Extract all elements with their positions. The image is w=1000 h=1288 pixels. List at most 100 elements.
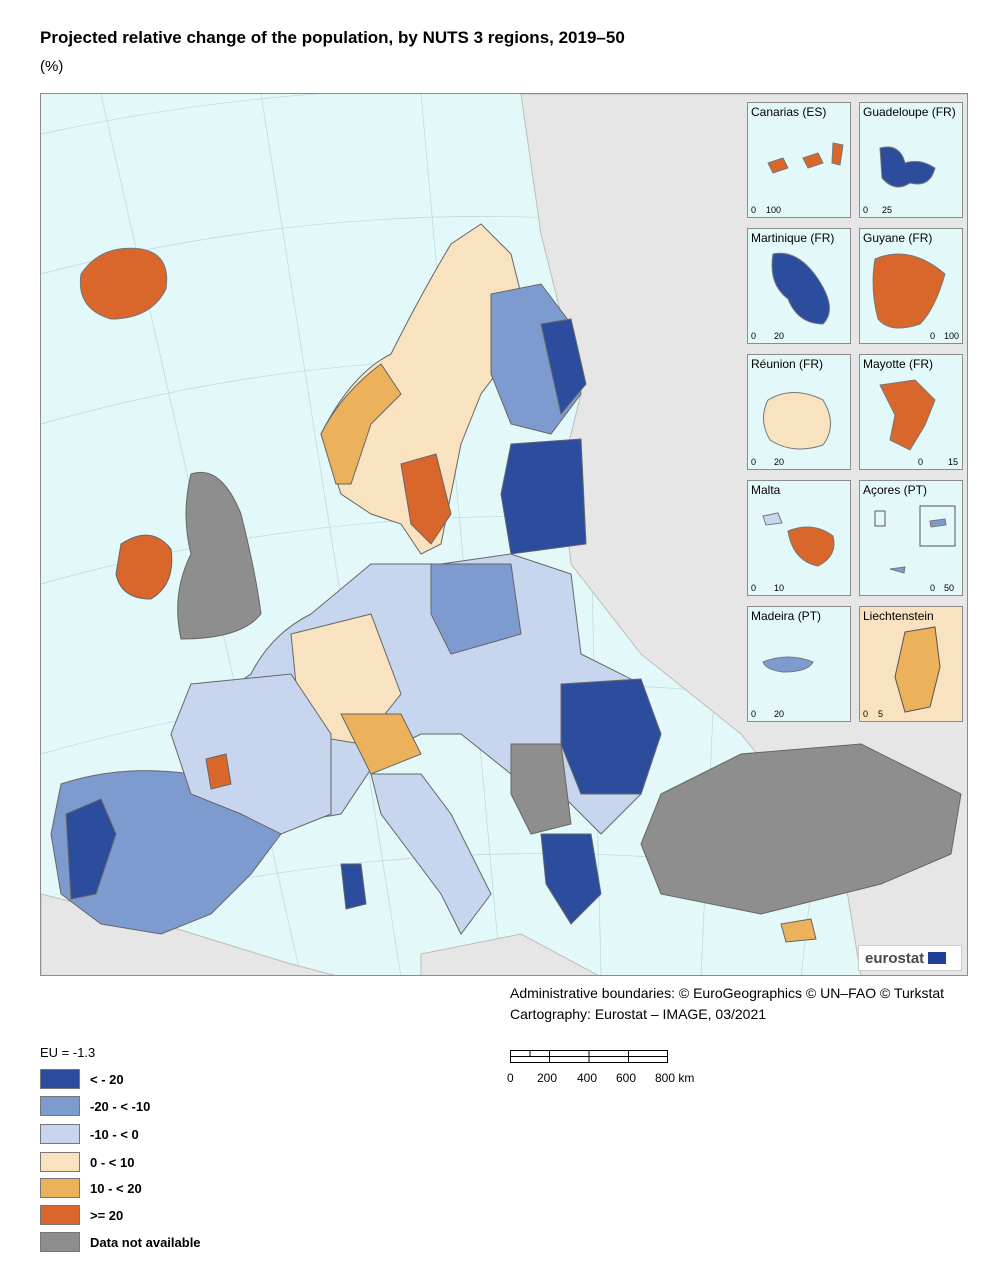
inset-label: Mayotte (FR) bbox=[863, 357, 934, 371]
poland bbox=[430, 563, 522, 655]
legend-label: 0 - < 10 bbox=[90, 1154, 135, 1170]
legend-swatch bbox=[40, 1152, 80, 1172]
scale-label: 15 bbox=[948, 457, 959, 467]
scale-label: 100 bbox=[766, 205, 782, 215]
malta-map bbox=[762, 512, 835, 567]
norway-west bbox=[320, 363, 402, 485]
credit-cartography: Cartography: Eurostat – IMAGE, 03/2021 bbox=[510, 1006, 767, 1022]
legend-label: >= 20 bbox=[90, 1207, 124, 1223]
reunion-map bbox=[763, 392, 831, 450]
inset-acores: Açores (PT) 0 50 bbox=[859, 480, 963, 596]
legend-item: < - 20 bbox=[40, 1069, 124, 1089]
scale-label: 0 bbox=[930, 331, 936, 341]
inset-reunion: Réunion (FR) 0 20 bbox=[747, 354, 851, 470]
inset-martinique: Martinique (FR) 0 20 bbox=[747, 228, 851, 344]
western-balkans bbox=[510, 743, 572, 835]
sardinia bbox=[340, 863, 367, 910]
ireland bbox=[115, 534, 173, 600]
scale-label: 0 bbox=[751, 331, 757, 341]
martinique-map bbox=[771, 252, 830, 325]
legend-swatch bbox=[40, 1205, 80, 1225]
legend-label: -20 - < -10 bbox=[90, 1098, 151, 1114]
guyane-map bbox=[872, 253, 946, 329]
legend-item: -10 - < 0 bbox=[40, 1124, 139, 1144]
scale-label: 0 bbox=[751, 205, 757, 215]
portugal bbox=[65, 798, 117, 900]
legend-swatch bbox=[40, 1124, 80, 1144]
inset-label: Canarias (ES) bbox=[751, 105, 827, 119]
eu-flag-icon bbox=[928, 952, 947, 964]
legend-item: 0 - < 10 bbox=[40, 1152, 134, 1172]
inset-guyane: Guyane (FR) 0 100 bbox=[859, 228, 963, 344]
united-kingdom bbox=[177, 472, 262, 640]
legend-title: EU = -1.3 bbox=[40, 1045, 96, 1060]
legend-item: >= 20 bbox=[40, 1205, 123, 1225]
romania-bulgaria bbox=[560, 678, 662, 795]
map-subtitle: (%) bbox=[40, 58, 64, 75]
scale-label: 20 bbox=[774, 331, 785, 341]
sweden-south bbox=[400, 453, 452, 545]
acores-map bbox=[874, 505, 956, 574]
scale-label: 600 bbox=[616, 1071, 637, 1085]
inset-liechtenstein: Liechtenstein 0 5 bbox=[859, 606, 963, 722]
scandinavia bbox=[320, 223, 522, 555]
inset-label: Açores (PT) bbox=[863, 483, 928, 497]
italy bbox=[370, 773, 492, 935]
map-title: Projected relative change of the populat… bbox=[40, 28, 625, 47]
scale-label: 0 bbox=[507, 1071, 514, 1085]
baltics bbox=[500, 438, 587, 555]
scale-label: 0 bbox=[751, 583, 757, 593]
canarias-map bbox=[767, 142, 844, 174]
france bbox=[170, 673, 332, 835]
scale-label: 0 bbox=[863, 709, 869, 719]
liechtenstein-map bbox=[894, 626, 941, 713]
credit-boundaries: Administrative boundaries: © EuroGeograp… bbox=[510, 985, 945, 1001]
scale-label: 25 bbox=[882, 205, 893, 215]
scale-label: 20 bbox=[774, 457, 785, 467]
inset-mayotte: Mayotte (FR) 0 15 bbox=[859, 354, 963, 470]
legend-label: < - 20 bbox=[90, 1071, 124, 1087]
scale-label: 800 km bbox=[655, 1071, 695, 1085]
scale-label: 400 bbox=[577, 1071, 598, 1085]
legend-item: 10 - < 20 bbox=[40, 1178, 142, 1198]
logo-text: eurostat bbox=[865, 949, 925, 967]
eurostat-logo: eurostat bbox=[858, 945, 962, 971]
mayotte-map bbox=[879, 379, 936, 451]
legend-label: 10 - < 20 bbox=[90, 1180, 142, 1196]
scale-bar bbox=[510, 1050, 668, 1063]
finland-east bbox=[540, 318, 587, 416]
legend-label: -10 - < 0 bbox=[90, 1126, 139, 1142]
scale-label: 100 bbox=[944, 331, 960, 341]
legend-swatch bbox=[40, 1178, 80, 1198]
inset-label: Malta bbox=[751, 483, 781, 497]
scale-label: 0 bbox=[930, 583, 936, 593]
iceland bbox=[79, 247, 168, 320]
scale-label: 0 bbox=[863, 205, 869, 215]
inset-malta: Malta 0 10 bbox=[747, 480, 851, 596]
scale-label: 20 bbox=[774, 709, 785, 719]
main-map: Canarias (ES) 0 100 Guadeloupe (FR) 0 25… bbox=[40, 93, 968, 976]
inset-canarias: Canarias (ES) 0 100 bbox=[747, 102, 851, 218]
scale-label: 200 bbox=[537, 1071, 558, 1085]
switzerland-region bbox=[340, 713, 422, 775]
legend-swatch bbox=[40, 1096, 80, 1116]
inset-label: Guadeloupe (FR) bbox=[863, 105, 956, 119]
legend-item: -20 - < -10 bbox=[40, 1096, 150, 1116]
inset-guadeloupe: Guadeloupe (FR) 0 25 bbox=[859, 102, 963, 218]
cyprus bbox=[780, 918, 817, 943]
inset-label: Réunion (FR) bbox=[751, 357, 824, 371]
europe-map-svg bbox=[41, 94, 967, 975]
scale-label: 10 bbox=[774, 583, 785, 593]
scale-label: 0 bbox=[751, 709, 757, 719]
scale-label: 5 bbox=[878, 709, 884, 719]
legend-swatch bbox=[40, 1069, 80, 1089]
legend-label: Data not available bbox=[90, 1234, 201, 1250]
madeira-map bbox=[762, 656, 814, 673]
legend-item: Data not available bbox=[40, 1232, 201, 1252]
legend-swatch bbox=[40, 1232, 80, 1252]
greece bbox=[540, 833, 602, 925]
iberia bbox=[50, 770, 282, 935]
france-region bbox=[205, 753, 232, 790]
scale-label: 0 bbox=[751, 457, 757, 467]
turkey bbox=[640, 743, 962, 915]
